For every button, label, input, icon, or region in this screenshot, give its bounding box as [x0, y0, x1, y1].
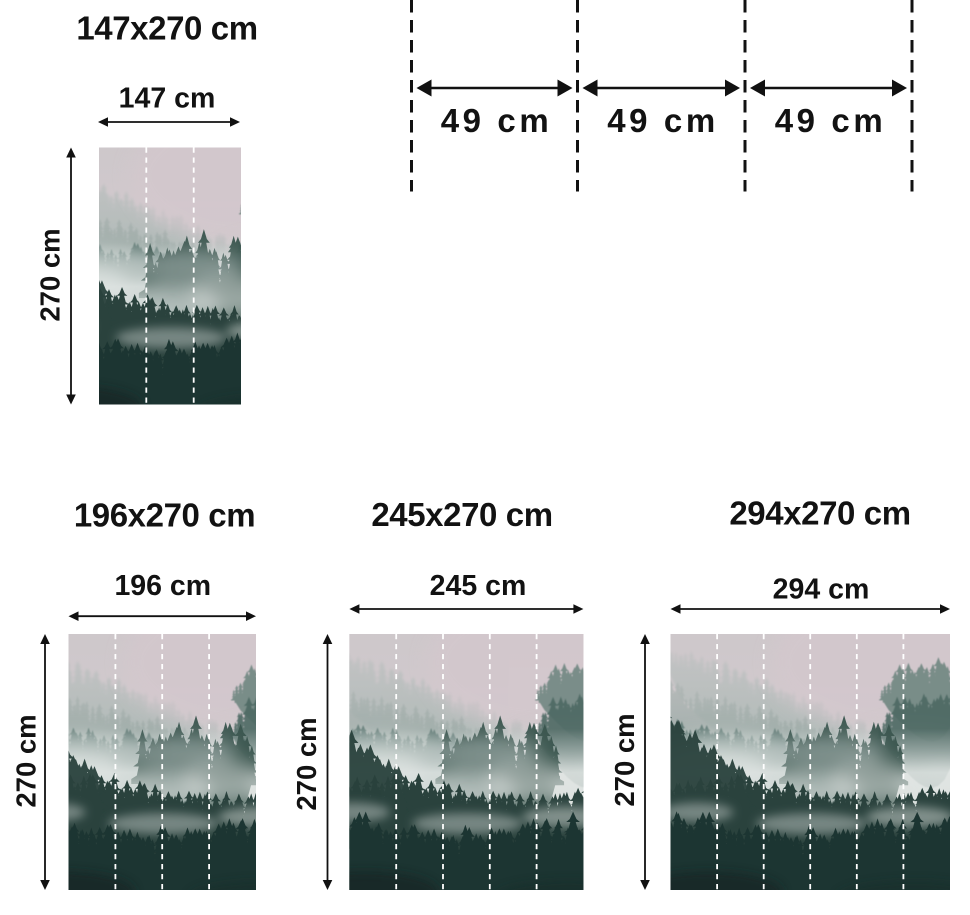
svg-text:294x270 cm: 294x270 cm — [729, 495, 910, 532]
svg-text:270 cm: 270 cm — [35, 228, 66, 321]
svg-text:147 cm: 147 cm — [119, 83, 216, 115]
svg-text:147x270 cm: 147x270 cm — [76, 10, 257, 47]
svg-text:270 cm: 270 cm — [291, 717, 322, 810]
svg-text:245 cm: 245 cm — [430, 570, 527, 602]
svg-text:196x270 cm: 196x270 cm — [74, 497, 255, 534]
svg-text:270 cm: 270 cm — [609, 713, 640, 806]
svg-text:49 cm: 49 cm — [775, 102, 887, 139]
svg-text:245x270 cm: 245x270 cm — [371, 496, 552, 533]
svg-text:294 cm: 294 cm — [773, 574, 870, 606]
svg-text:49 cm: 49 cm — [607, 102, 719, 139]
svg-text:49 cm: 49 cm — [441, 102, 553, 139]
svg-text:270 cm: 270 cm — [11, 714, 42, 807]
svg-text:196 cm: 196 cm — [114, 570, 211, 602]
